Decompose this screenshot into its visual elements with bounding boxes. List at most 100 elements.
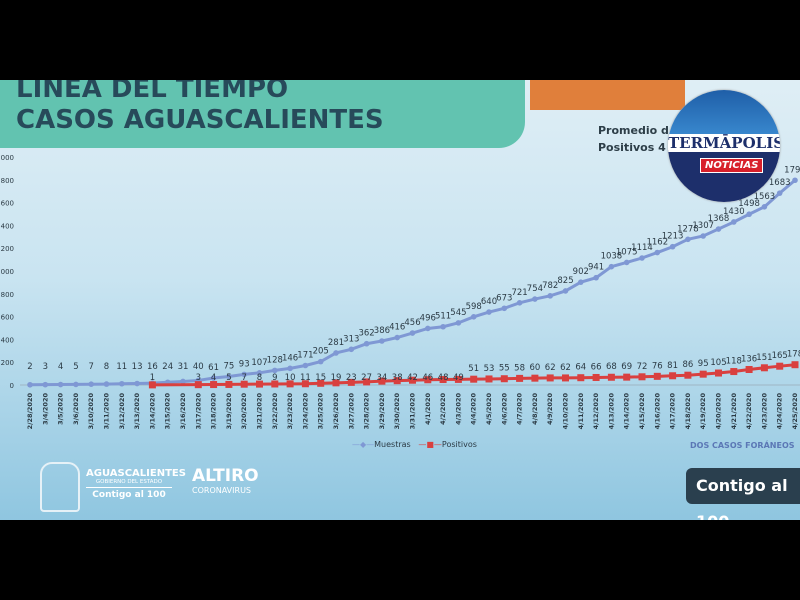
gov-name: AGUASCALIENTES (86, 468, 186, 479)
positivos-data-label: 72 (637, 362, 648, 372)
muestras-data-label: 8 (104, 362, 109, 372)
x-tick-label: 4/25/2020 (791, 393, 799, 430)
muestras-point (119, 380, 125, 387)
positivos-data-label: 42 (407, 373, 418, 383)
muestras-point (42, 381, 49, 388)
x-tick-label: 2/28/2020 (26, 393, 34, 430)
muestras-point (134, 380, 140, 387)
title-banner: LINEA DEL TIEMPO CASOS AGUASCALIENTES (0, 80, 525, 148)
muestras-point (88, 381, 94, 388)
x-tick-label: 3/26/2020 (332, 393, 340, 430)
positivos-data-label: 86 (682, 360, 693, 370)
muestras-data-label: 205 (313, 347, 329, 357)
muestras-point (608, 263, 615, 270)
muestras-point (501, 305, 508, 312)
muestras-data-label: 171 (297, 351, 313, 361)
positivos-data-label: 178 (787, 350, 800, 360)
slide-title: LINEA DEL TIEMPO CASOS AGUASCALIENTES (16, 80, 384, 136)
positivos-point (531, 374, 539, 382)
x-tick-label: 4/2/2020 (439, 393, 447, 425)
muestras-data-label: 1213 (662, 232, 684, 242)
gov-sub: GOBIERNO DEL ESTADO (95, 479, 163, 485)
positivos-data-label: 19 (331, 373, 342, 383)
positivos-data-label: 1 (150, 373, 155, 383)
positivos-point (454, 375, 462, 383)
x-tick-label: 3/5/2020 (57, 393, 65, 425)
muestras-data-label: 1498 (738, 199, 760, 209)
y-tick-label: 1800 (0, 177, 14, 185)
y-tick-label: 2000 (0, 154, 14, 162)
positivos-data-label: 62 (560, 363, 571, 373)
x-tick-label: 4/24/2020 (776, 393, 784, 430)
muestras-point (180, 378, 186, 385)
muestras-point (578, 279, 584, 285)
positivos-data-label: 4 (211, 373, 216, 383)
title-line-2: CASOS AGUASCALIENTES (16, 105, 384, 135)
y-tick-label: 800 (1, 291, 14, 299)
positivos-point (439, 376, 447, 384)
x-tick-label: 4/4/2020 (470, 393, 478, 425)
x-tick-label: 3/17/2020 (194, 393, 202, 430)
positivos-point (669, 372, 677, 380)
muestras-point (547, 293, 553, 299)
legend: —◆—Muestras —■—Positivos (352, 440, 477, 449)
muestras-point (256, 370, 263, 376)
positivos-point (623, 373, 631, 381)
x-tick-label: 4/9/2020 (546, 393, 554, 425)
x-tick-label: 3/23/2020 (286, 393, 294, 430)
positivos-point (393, 377, 401, 385)
muestras-data-label: 1430 (723, 207, 745, 217)
muestras-point (761, 204, 768, 210)
muestras-point (623, 259, 630, 266)
muestras-data-label: 93 (239, 359, 250, 369)
positivos-point (424, 376, 432, 384)
positivos-data-label: 27 (361, 373, 372, 383)
muestras-point (532, 296, 538, 302)
positivos-data-label: 3 (196, 373, 201, 383)
muestras-point (57, 381, 64, 388)
x-tick-label: 4/23/2020 (760, 393, 768, 430)
positivos-data-label: 136 (741, 354, 757, 364)
positivos-data-label: 10 (285, 373, 296, 383)
positivos-data-label: 9 (272, 373, 277, 383)
positivos-point (577, 374, 585, 382)
foreign-cases-note: DOS CASOS FORÁNEOS (690, 441, 795, 450)
x-tick-label: 3/29/2020 (378, 393, 386, 430)
x-tick-label: 4/13/2020 (607, 393, 615, 430)
positivos-point (256, 380, 263, 388)
y-tick-label: 1000 (0, 268, 14, 276)
muestras-data-label: 107 (251, 358, 267, 368)
x-tick-label: 3/25/2020 (317, 393, 325, 430)
positivos-data-label: 7 (241, 373, 246, 383)
muestras-data-label: 13 (132, 362, 143, 372)
y-tick-label: 1200 (0, 245, 14, 253)
positivos-point (607, 373, 615, 381)
x-tick-label: 3/20/2020 (240, 393, 248, 430)
positivos-point (363, 378, 371, 386)
x-tick-label: 4/14/2020 (623, 393, 631, 430)
positivos-data-label: 15 (315, 373, 326, 383)
x-tick-label: 3/16/2020 (179, 393, 187, 430)
muestras-point (333, 350, 339, 356)
muestras-point (27, 381, 33, 388)
muestras-data-label: 16 (147, 362, 158, 372)
muestras-data-label: 511 (435, 312, 451, 322)
slide: LINEA DEL TIEMPO CASOS AGUASCALIENTES Pr… (0, 80, 800, 520)
positivos-point (684, 371, 692, 379)
positivos-point (210, 381, 218, 389)
muestras-data-label: 11 (116, 362, 127, 372)
x-tick-label: 4/16/2020 (653, 393, 661, 430)
x-tick-label: 4/1/2020 (424, 393, 432, 425)
campaign-bottom: CORONAVIRUS (192, 486, 252, 495)
positivos-point (653, 372, 661, 380)
muestras-point (379, 338, 385, 344)
muestras-data-label: 496 (420, 313, 436, 323)
muestras-point (425, 325, 431, 332)
muestras-data-label: 1075 (616, 247, 638, 257)
positivos-point (301, 380, 309, 388)
positivos-data-label: 68 (606, 362, 617, 372)
legend-muestras: Muestras (374, 440, 411, 449)
muestras-data-label: 782 (542, 281, 558, 291)
positivos-point (240, 380, 248, 388)
x-tick-label: 3/6/2020 (72, 393, 80, 425)
